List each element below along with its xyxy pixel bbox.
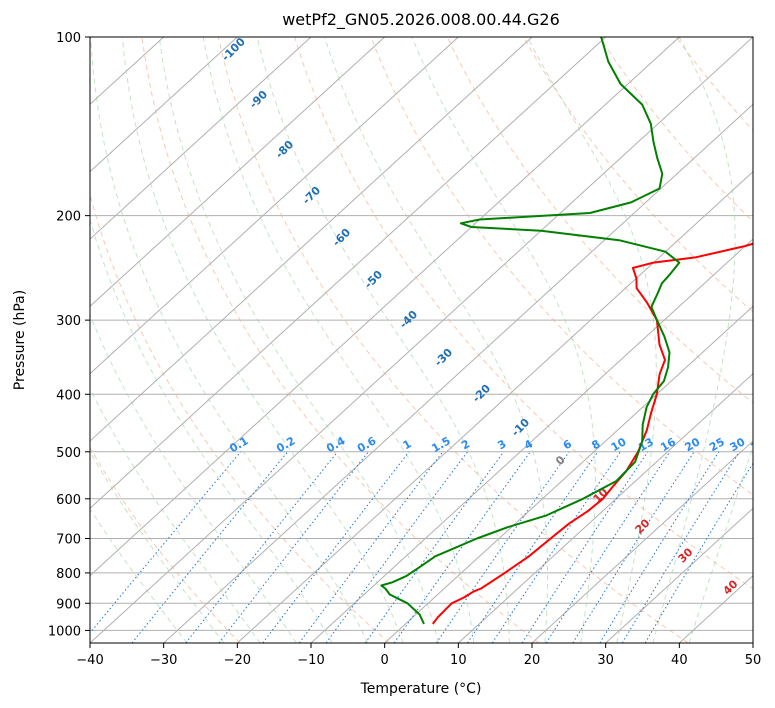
mixing-ratio-line: [545, 451, 671, 643]
moist-adiabat-line: [90, 450, 225, 643]
y-tick-label: 500: [56, 446, 81, 461]
moist-adiabat-line: [324, 37, 549, 643]
mixing-ratio-line: [325, 451, 468, 643]
y-tick-label: 800: [56, 567, 81, 582]
mixing-ratio-line: [521, 451, 649, 643]
y-tick-label: 700: [56, 533, 81, 548]
x-tick-label: 40: [671, 653, 688, 668]
isotherm-line: [90, 37, 753, 643]
x-tick-label: −10: [297, 653, 324, 668]
isotherm-line: [90, 37, 533, 442]
y-tick-label: 400: [56, 388, 81, 403]
y-tick-label: 200: [56, 210, 81, 225]
moist-adiabat-line: [256, 37, 510, 643]
dry-adiabat-line: [370, 37, 753, 496]
dry-adiabat-line: [217, 37, 689, 643]
moist-adiabat-line: [121, 37, 404, 643]
isotherm-line: [531, 440, 753, 643]
moist-adiabat-line: [411, 37, 596, 643]
x-tick-label: 0: [381, 653, 389, 668]
y-tick-label: 600: [56, 493, 81, 508]
x-tick-label: −40: [76, 653, 103, 668]
moist-adiabat-line: [90, 217, 333, 643]
moist-adiabat-line: [90, 37, 369, 643]
mixing-ratio-line: [262, 451, 410, 643]
moist-adiabat-line: [652, 37, 736, 643]
x-axis-title: Temperature (°C): [360, 681, 482, 697]
sounding-profiles: [380, 37, 753, 625]
isotherm-line: [90, 37, 607, 510]
x-tick-label: 10: [450, 653, 467, 668]
axis-ticks: −40 −30 −20 −10 0 10 20 30 40 50 1000 900 800 700 600 5…: [48, 31, 761, 668]
mixing-ratio-line: [90, 451, 242, 634]
y-tick-label: 900: [56, 597, 81, 612]
moist-adiabat-line: [202, 37, 475, 643]
y-tick-label: 300: [56, 314, 81, 329]
mixing-ratio-line: [393, 451, 531, 643]
moist-adiabat-line: [90, 313, 297, 643]
x-tick-label: −30: [150, 653, 177, 668]
dewpoint-profile-line: [380, 37, 681, 625]
x-tick-label: 50: [745, 653, 762, 668]
mixing-ratio-line: [491, 451, 621, 643]
mixing-ratio-line: [131, 451, 288, 643]
mixing-ratio-line: [621, 451, 740, 643]
x-tick-label: −20: [224, 653, 251, 668]
isotherm-line: [90, 37, 459, 375]
chart-title: wetPf2_GN05.2026.008.00.44.G26: [282, 10, 560, 30]
dry-adiabat-line: [90, 446, 241, 643]
isotherm-line: [605, 507, 753, 643]
temperature-profile-line: [432, 242, 753, 625]
mixing-ratio-line: [298, 451, 444, 643]
moist-adiabat-line: [158, 37, 439, 643]
isotherm-line: [457, 372, 753, 643]
mixing-ratio-line: [644, 462, 753, 643]
mixing-ratio-label: 36: [748, 435, 768, 454]
mixing-ratio-line: [467, 451, 599, 643]
isotherm-line: [163, 103, 753, 643]
plot-frame: [89, 36, 754, 644]
isotherm-line: [310, 238, 753, 643]
dry-adiabat-line: [446, 37, 753, 404]
y-tick-label: 1000: [48, 624, 81, 639]
background-lines: [90, 37, 753, 643]
isotherm-line: [90, 37, 386, 308]
isotherm-line: [236, 170, 753, 643]
x-tick-label: 30: [597, 653, 614, 668]
isotherm-line: [384, 305, 753, 643]
mixing-ratio-line: [572, 451, 695, 643]
moist-adiabat-line: [90, 387, 261, 643]
moist-adiabat-line: [688, 444, 753, 643]
mixing-ratio-line: [435, 451, 570, 643]
isotherm-line: [90, 37, 312, 240]
isotherm-line: [90, 37, 680, 577]
mixing-ratio-line: [185, 451, 338, 643]
isotherm-line: [90, 37, 238, 173]
y-tick-label: 100: [56, 31, 81, 46]
x-tick-label: 20: [524, 653, 541, 668]
dry-adiabat-line: [141, 37, 540, 643]
y-axis-title: Pressure (hPa): [12, 290, 28, 390]
